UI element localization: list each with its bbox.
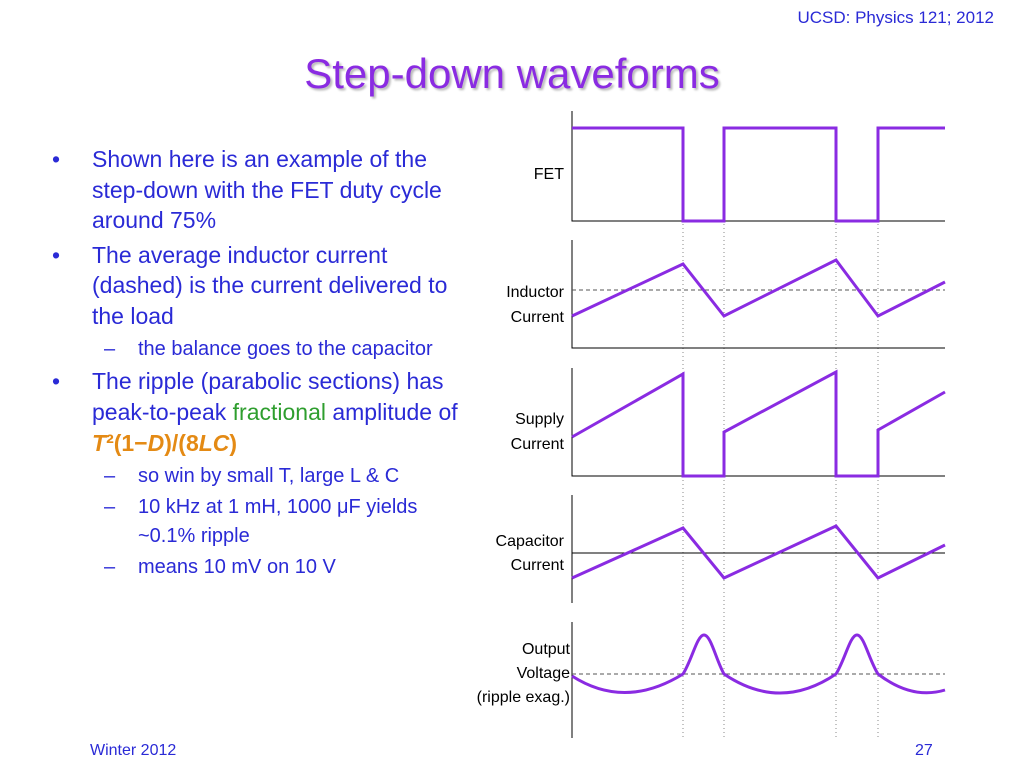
sub-bullet-item: – so win by small T, large L & C (52, 462, 472, 491)
output-trace (571, 633, 946, 695)
footer-term: Winter 2012 (90, 742, 177, 759)
supply-trace (571, 369, 946, 478)
bullet-text: The average inductor current (dashed) is… (92, 241, 448, 329)
sub-bullet-text: means 10 mV on 10 V (138, 556, 336, 579)
fet-label: FET (534, 166, 564, 183)
inductor-trace (571, 258, 946, 318)
supply-axes (571, 368, 945, 477)
bullet-marker: • (52, 146, 61, 172)
fet-panel: FET (534, 111, 945, 223)
fet-axes (571, 111, 945, 222)
course-header: UCSD: Physics 121; 2012 (797, 8, 994, 27)
sub-bullet-text: 10 kHz at 1 mH, 1000 (138, 496, 337, 519)
output-panel: Output Voltage (ripple exag.) (477, 622, 946, 738)
page-number: 27 (915, 742, 933, 759)
dash-marker: – (104, 556, 116, 579)
dash-marker: – (104, 465, 116, 488)
bullet-text: The ripple (parabolic sections) has peak… (92, 368, 444, 426)
capacitor-label-line2: Current (511, 557, 565, 574)
capacitor-trace (571, 524, 946, 580)
bullet-text: Shown here is an example of the step-dow… (92, 146, 442, 234)
sub-bullet-item: – the balance goes to the capacitor (52, 335, 472, 364)
bullet-item: • The ripple (parabolic sections) has pe… (52, 366, 472, 458)
bullet-text: amplitude of (325, 399, 458, 426)
sub-bullet-item: – means 10 mV on 10 V (52, 553, 472, 582)
bullet-list: • Shown here is an example of the step-d… (52, 144, 472, 584)
dash-marker: – (104, 496, 116, 519)
sub-bullet-text: F yields ~0.1% ripple (138, 496, 418, 548)
inductor-axes (571, 240, 945, 349)
sub-bullet-text: the balance goes to the capacitor (138, 338, 433, 361)
capacitor-label-line1: Capacitor (496, 533, 565, 550)
output-label-line2: Voltage (517, 665, 570, 682)
sub-bullet-item: – 10 kHz at 1 mH, 1000 μF yields ~0.1% r… (52, 493, 472, 551)
output-label-line3: (ripple exag.) (477, 689, 570, 706)
supply-label-line1: Supply (515, 411, 564, 428)
bullet-item: • The average inductor current (dashed) … (52, 240, 472, 332)
slide-title: Step-down waveforms (304, 50, 720, 97)
bullet-marker: • (52, 241, 61, 268)
output-label-line1: Output (522, 641, 571, 658)
highlight-fractional: fractional (232, 399, 326, 426)
ripple-formula: T²(1−D)/(8LC) (92, 429, 238, 456)
fet-trace (572, 126, 945, 223)
dash-marker: – (104, 338, 116, 361)
capacitor-panel: Capacitor Current (496, 495, 946, 603)
inductor-label-line2: Current (511, 309, 565, 326)
inductor-panel: Inductor Current (506, 240, 946, 349)
bullet-marker: • (52, 368, 61, 395)
supply-panel: Supply Current (511, 368, 946, 478)
mu-symbol: μ (336, 496, 349, 519)
sub-bullet-text: so win by small T, large L & C (138, 465, 400, 488)
inductor-label-line1: Inductor (506, 284, 564, 301)
supply-label-line2: Current (511, 436, 565, 453)
bullet-item: • Shown here is an example of the step-d… (52, 144, 472, 236)
